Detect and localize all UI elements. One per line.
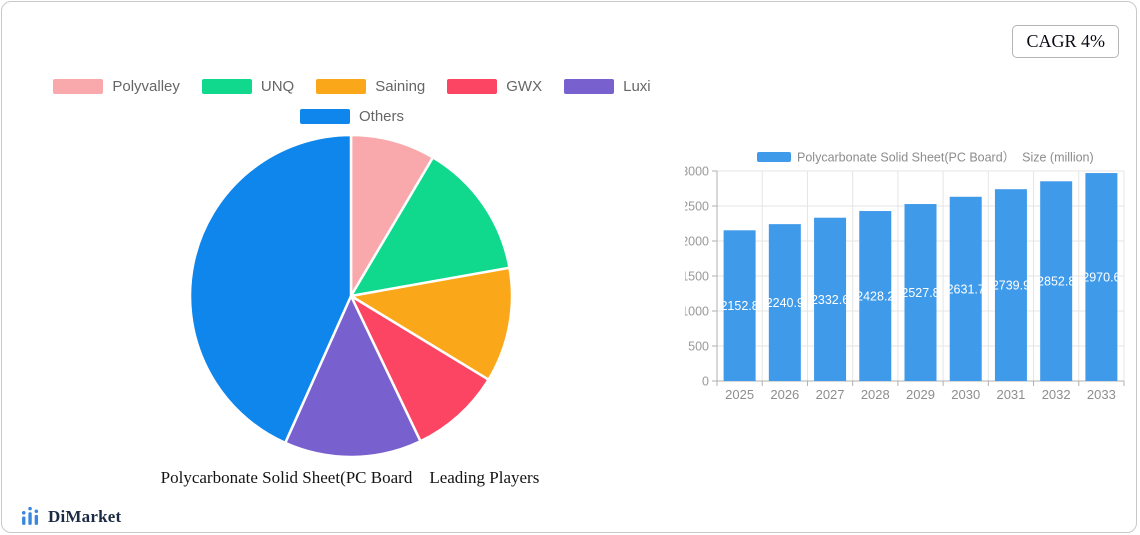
legend-item-polyvalley[interactable]: Polyvalley <box>53 78 180 95</box>
pie-chart[interactable] <box>182 126 522 466</box>
bar-value-label: 2970.6 <box>1082 271 1120 285</box>
legend-label: GWX <box>506 78 543 95</box>
legend-item-unq[interactable]: UNQ <box>201 78 295 95</box>
bar-2027[interactable] <box>814 217 847 381</box>
legend-swatch-gwx <box>447 79 498 94</box>
bar-value-label: 2852.8 <box>1037 275 1075 289</box>
pie-chart-title: Polycarbonate Solid Sheet(PC Board Leadi… <box>160 468 540 487</box>
x-axis-tick-label: 2033 <box>1087 387 1116 402</box>
x-axis-tick-label: 2026 <box>770 387 799 402</box>
legend-item-gwx[interactable]: GWX <box>447 78 542 95</box>
legend-swatch-luxi <box>564 79 615 94</box>
pie-legend-row: Polyvalley UNQ Saining GWX Luxi <box>53 78 651 95</box>
legend-label: UNQ <box>260 78 295 95</box>
x-axis-tick-label: 2027 <box>816 387 845 402</box>
y-axis-tick-label: 1500 <box>685 270 709 284</box>
brand-logo: DiMarket <box>20 506 121 527</box>
y-axis-tick-label: 2500 <box>685 200 709 214</box>
logo-bar <box>28 512 32 525</box>
bar-2032[interactable] <box>1040 181 1073 381</box>
legend-item-saining[interactable]: Saining <box>316 78 425 95</box>
bar-value-label: 2240.9 <box>766 296 804 310</box>
logo-dot <box>28 506 32 511</box>
pie-slice-polyvalley[interactable] <box>349 133 435 298</box>
pie-legend: Polyvalley UNQ Saining GWX Luxi Others <box>27 78 677 125</box>
bar-2030[interactable] <box>949 196 982 381</box>
legend-swatch-polyvalley <box>53 79 104 94</box>
y-axis-tick-label: 1000 <box>685 305 709 319</box>
y-axis-tick-label: 500 <box>688 340 709 354</box>
bar-value-label: 2152.8 <box>720 299 758 313</box>
pie-slice-luxi[interactable] <box>283 294 422 459</box>
bar-legend-label: Polycarbonate Solid Sheet(PC Board） Size… <box>797 151 1094 165</box>
legend-label: Luxi <box>623 78 651 95</box>
bar-value-label: 2631.7 <box>947 282 985 296</box>
pie-slice-saining[interactable] <box>349 266 514 381</box>
bar-value-label: 2332.6 <box>811 293 849 307</box>
legend-label: Polyvalley <box>112 78 180 95</box>
bar-2026[interactable] <box>768 224 801 381</box>
legend-item-luxi[interactable]: Luxi <box>564 78 651 95</box>
legend-item-others[interactable]: Others <box>299 108 404 125</box>
bar-legend[interactable]: Polycarbonate Solid Sheet(PC Board） Size… <box>757 151 1094 165</box>
x-axis-tick-label: 2032 <box>1042 387 1071 402</box>
bar-2028[interactable] <box>859 211 892 381</box>
legend-swatch-others <box>299 109 350 124</box>
y-axis-tick-label: 3000 <box>685 165 709 179</box>
bar-2031[interactable] <box>994 189 1027 381</box>
legend-label: Others <box>358 108 404 125</box>
x-axis-tick-label: 2031 <box>996 387 1025 402</box>
pie-slice-unq[interactable] <box>349 156 511 298</box>
pie-slice-gwx[interactable] <box>349 294 490 443</box>
legend-swatch-saining <box>316 79 367 94</box>
pie-slice-others[interactable] <box>188 133 353 445</box>
legend-label: Saining <box>375 78 426 95</box>
brand-name: DiMarket <box>48 506 122 526</box>
pie-legend-row: Others <box>299 108 404 125</box>
cagr-badge: CAGR 4% <box>1012 25 1119 58</box>
x-axis-tick-label: 2025 <box>725 387 754 402</box>
legend-swatch-unq <box>201 79 252 94</box>
logo-dot <box>34 509 39 514</box>
bar-value-label: 2428.2 <box>856 290 894 304</box>
bar-2033[interactable] <box>1085 173 1118 381</box>
bar-value-label: 2527.8 <box>901 286 939 300</box>
x-axis-tick-label: 2028 <box>861 387 890 402</box>
logo-dot <box>21 511 26 515</box>
bar-legend-swatch <box>757 152 791 162</box>
bar-value-label: 2739.9 <box>992 279 1030 293</box>
logo-bar <box>34 514 39 525</box>
x-axis-tick-label: 2029 <box>906 387 935 402</box>
y-axis-tick-label: 0 <box>702 375 709 389</box>
x-axis-tick-label: 2030 <box>951 387 980 402</box>
y-axis-tick-label: 2000 <box>685 235 709 249</box>
bar-2025[interactable] <box>723 230 756 381</box>
bar-2029[interactable] <box>904 204 937 381</box>
logo-bar <box>22 516 26 525</box>
bar-chart[interactable]: 0 500 1000 1500 2000 2500 3000 2152.8 2025 2240.9… <box>685 142 1140 412</box>
bar-chart-logo-icon <box>21 506 39 525</box>
